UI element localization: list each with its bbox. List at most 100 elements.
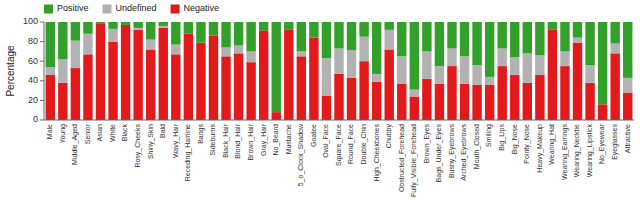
bar-segment (322, 22, 331, 58)
bar-segment (397, 56, 406, 83)
x-tick-label: Round_Face (347, 124, 355, 164)
bar-segment (372, 82, 381, 120)
bar-segment (347, 22, 356, 50)
bar-segment (610, 22, 619, 44)
bar-segment (46, 67, 55, 75)
x-tick-label: Goatee (310, 124, 317, 147)
bar-segment (610, 53, 619, 120)
bar-segment (108, 42, 117, 120)
bar-segment (535, 55, 544, 75)
x-tick-label: No_Eyewear (598, 123, 606, 164)
series-bars (46, 22, 633, 112)
bar-segment (397, 22, 406, 56)
bar-segment (560, 51, 569, 66)
x-tick-label: Shiny_Skin (147, 124, 155, 159)
x-tick-label: Brown_Hair (247, 123, 255, 160)
bar-segment (334, 48, 343, 73)
bar-segment (297, 51, 306, 56)
bar-segment (359, 61, 368, 120)
bar-segment (497, 48, 506, 66)
x-tick-label: Double_Chin (360, 124, 368, 165)
bar-segment (347, 50, 356, 77)
x-tick-label: Pointy_Nose (523, 124, 531, 164)
bar-segment (171, 22, 180, 45)
bar-segment (246, 22, 255, 51)
bar-segment (623, 93, 632, 120)
bar-segment (435, 84, 444, 120)
bar-segment (385, 22, 394, 30)
bar-segment (159, 28, 168, 120)
bar-segment (71, 68, 80, 120)
bar-segment (510, 75, 519, 120)
bar-segment (485, 77, 494, 85)
bar-segment (108, 29, 117, 42)
bar-segment (460, 56, 469, 83)
x-tick-label: Gray_Hair (260, 123, 268, 156)
bar-segment (372, 74, 381, 82)
chart: MaleYoungMiddle_AgedSeniorAsianWhiteBlac… (0, 0, 640, 200)
y-tick-label: 40 (28, 75, 38, 85)
bar-segment (573, 38, 582, 43)
bar-segment (309, 22, 318, 38)
bar-segment (585, 83, 594, 120)
bar-segment (523, 83, 532, 120)
x-tick-label: Fully_Visible_Forehead (410, 124, 418, 197)
bar-segment (334, 22, 343, 48)
bar-segment (397, 84, 406, 120)
bar-segment (221, 47, 230, 56)
x-axis-line (44, 120, 634, 121)
x-tick-label: Bangs (197, 124, 205, 144)
x-tick-label: Arched_Eyebrows (460, 124, 468, 181)
y-tick-label: 20 (28, 95, 38, 105)
x-tick-label: Wearing_Hat (548, 124, 556, 165)
bar-segment (359, 37, 368, 62)
bar-segment (83, 34, 92, 55)
x-tick-label: Chubby (385, 124, 393, 149)
bar-segment (209, 22, 218, 36)
bar-segment (58, 83, 67, 120)
bar-segment (184, 22, 193, 34)
bar-segment (246, 51, 255, 62)
bar-segment (623, 22, 632, 78)
bar-segment (610, 44, 619, 54)
x-tick-label: Wearing_Earrings (561, 124, 569, 180)
x-tick-label: Rosy_Cheeks (134, 124, 142, 168)
bar-segment (246, 62, 255, 120)
bar-segment (297, 56, 306, 120)
bar-segment (221, 56, 230, 120)
bar-segment (485, 22, 494, 77)
bar-segment (146, 49, 155, 120)
x-tick-label: Wearing_Necktie (573, 124, 581, 177)
legend-label: Positive (57, 3, 89, 13)
x-tick-label: Bags_Under_Eyes (435, 124, 443, 183)
bar-segment (598, 104, 607, 120)
bar-segment (485, 85, 494, 120)
bar-segment (410, 22, 419, 90)
bar-segment (96, 22, 105, 24)
y-tick-label: 100 (23, 16, 38, 26)
bar-segment (272, 112, 281, 120)
bar-segment (447, 22, 456, 48)
x-tick-label: Bald (159, 124, 166, 138)
y-tick-label: 60 (28, 56, 38, 66)
x-tick-label: Blond_Hair (234, 123, 242, 158)
x-tick-label: Smiling (485, 124, 493, 147)
bar-segment (347, 78, 356, 120)
bar-segment (623, 78, 632, 93)
bar-segment (535, 22, 544, 55)
bars (46, 22, 633, 120)
bar-segment (510, 57, 519, 75)
x-tick-label: Wavy_Hair (172, 123, 180, 158)
bar-segment (585, 65, 594, 83)
bar-segment (585, 22, 594, 65)
bar-segment (146, 22, 155, 40)
bar-segment (598, 22, 607, 104)
bar-segment (422, 22, 431, 51)
x-tick-label: Brown_Eyes (423, 124, 431, 164)
bar-segment (184, 34, 193, 120)
bar-segment (121, 25, 130, 120)
bar-segment (133, 28, 142, 30)
legend-label: Negative (184, 3, 220, 13)
y-axis: 020406080100 (23, 16, 44, 124)
x-tick-label: Senior (84, 123, 91, 144)
